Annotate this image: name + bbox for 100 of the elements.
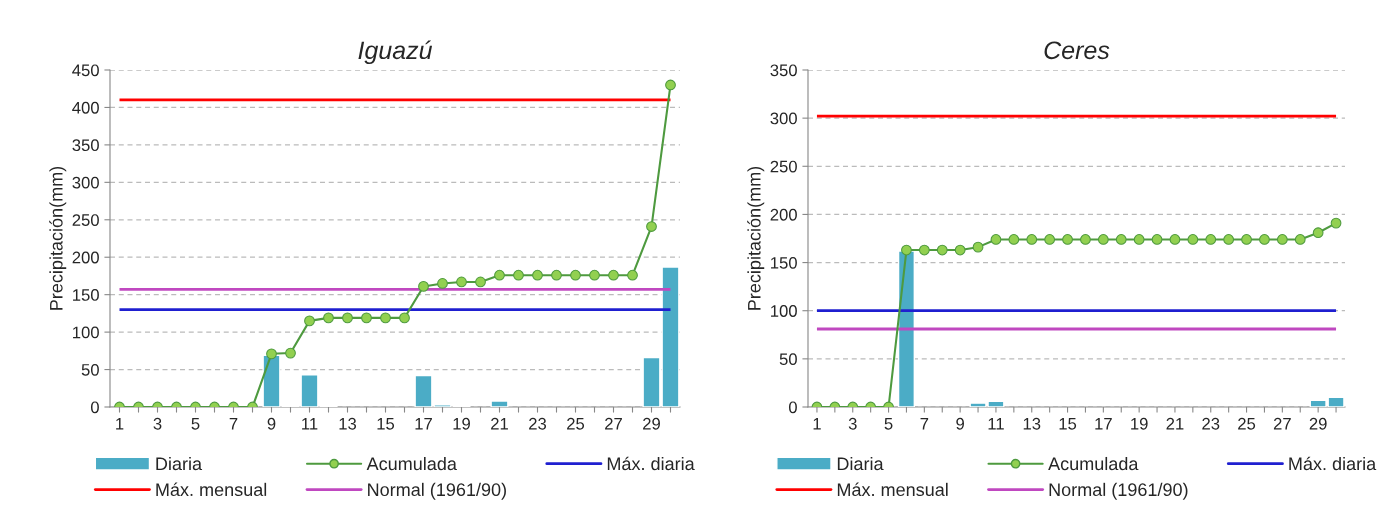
y-tick-label: 50 xyxy=(81,363,99,376)
y-tick-label: 300 xyxy=(770,112,797,125)
legend-label: Normal (1961/90) xyxy=(368,482,506,500)
x-tick-label: 25 xyxy=(1238,417,1256,430)
point xyxy=(646,221,657,232)
point xyxy=(1241,234,1252,245)
x-tick-label: 1 xyxy=(813,418,821,430)
x-tick-label: 7 xyxy=(229,418,238,430)
point xyxy=(1259,234,1270,245)
legend-label: Máx. diaria xyxy=(607,456,695,471)
point xyxy=(380,312,391,324)
x-tick-label: 5 xyxy=(191,418,200,430)
point xyxy=(1044,234,1056,245)
x-tick-label: 29 xyxy=(643,417,660,430)
x-tick-label: 13 xyxy=(1023,417,1041,430)
point xyxy=(285,347,296,359)
legend-label: Diaria xyxy=(837,456,884,471)
y-tick-label: 400 xyxy=(72,101,99,114)
point xyxy=(1169,234,1181,245)
point xyxy=(1223,234,1235,245)
y-tick-label: 50 xyxy=(779,353,797,366)
point xyxy=(1008,234,1020,245)
chart-title: Iguazú xyxy=(358,40,433,65)
point xyxy=(1097,234,1109,245)
point xyxy=(437,278,448,289)
y-tick-label: 200 xyxy=(72,251,99,264)
point xyxy=(1187,234,1199,245)
point xyxy=(990,234,1002,245)
x-tick-label: 11 xyxy=(302,418,318,430)
x-tick-label: 9 xyxy=(267,417,276,430)
x-tick-label: 25 xyxy=(567,417,585,430)
y-axis-title: Precipitación(mm) xyxy=(49,166,67,310)
legend-label: Diaria xyxy=(156,456,203,471)
y-tick-label: 350 xyxy=(770,64,797,77)
x-tick-label: 1 xyxy=(116,418,124,430)
point xyxy=(513,269,524,281)
x-tick-label: 23 xyxy=(1202,417,1220,430)
x-tick-label: 15 xyxy=(1059,418,1077,430)
point xyxy=(342,312,353,324)
point xyxy=(532,269,543,281)
y-tick-label: 150 xyxy=(73,289,99,301)
legend-label: Máx. diaria xyxy=(1289,456,1377,471)
y-tick-label: 250 xyxy=(770,160,797,173)
y-tick-label: 0 xyxy=(90,401,99,414)
legend-label: Normal (1961/90) xyxy=(1049,482,1188,500)
y-tick-label: 200 xyxy=(770,208,797,221)
x-tick-label: 9 xyxy=(956,417,964,430)
y-tick-label: 250 xyxy=(72,214,99,226)
point xyxy=(475,276,486,288)
y-axis-title: Precipitación(mm) xyxy=(747,166,765,310)
x-tick-label: 19 xyxy=(1131,417,1148,430)
point xyxy=(954,244,966,256)
point xyxy=(570,269,581,281)
point xyxy=(1330,217,1342,229)
x-tick-label: 5 xyxy=(884,418,893,430)
point xyxy=(1276,234,1288,245)
x-tick-label: 13 xyxy=(339,417,357,430)
point xyxy=(1312,227,1324,239)
y-tick-label: 150 xyxy=(771,256,797,269)
y-tick-label: 350 xyxy=(72,139,99,152)
point xyxy=(1205,234,1217,245)
point xyxy=(323,312,334,324)
x-tick-label: 17 xyxy=(415,418,432,430)
x-tick-label: 3 xyxy=(153,417,162,430)
x-tick-label: 19 xyxy=(453,417,470,430)
y-tick-label: 300 xyxy=(72,176,99,189)
x-tick-label: 27 xyxy=(1273,417,1291,430)
x-tick-label: 21 xyxy=(1166,417,1184,430)
x-tick-label: 29 xyxy=(1309,417,1327,430)
x-tick-label: 3 xyxy=(848,417,857,430)
point xyxy=(266,348,277,360)
point xyxy=(399,312,410,324)
point xyxy=(936,244,948,256)
x-tick-label: 21 xyxy=(491,417,508,430)
chart-title: Ceres xyxy=(1044,41,1110,60)
point xyxy=(1151,234,1163,245)
legend-label: Acumulada xyxy=(366,456,457,471)
y-tick-label: 450 xyxy=(72,64,99,77)
legend-label: Máx. mensual xyxy=(837,482,948,497)
point xyxy=(1080,234,1091,245)
point xyxy=(1294,234,1306,245)
point xyxy=(627,269,638,281)
x-tick-label: 27 xyxy=(605,417,622,430)
y-tick-label: 100 xyxy=(73,326,99,339)
point xyxy=(1062,234,1073,245)
point xyxy=(972,241,984,253)
point xyxy=(918,244,930,256)
bar xyxy=(490,400,509,407)
point xyxy=(1133,234,1145,245)
legend-label: Acumulada xyxy=(1048,456,1139,471)
x-tick-label: 23 xyxy=(529,417,547,430)
x-tick-label: 15 xyxy=(377,418,395,430)
point xyxy=(608,269,619,281)
y-tick-label: 0 xyxy=(788,401,797,414)
point xyxy=(551,269,562,281)
x-tick-label: 17 xyxy=(1095,418,1112,430)
point xyxy=(418,281,429,292)
point xyxy=(361,312,372,324)
point xyxy=(1026,234,1038,245)
legend-label: Máx. mensual xyxy=(156,482,267,497)
